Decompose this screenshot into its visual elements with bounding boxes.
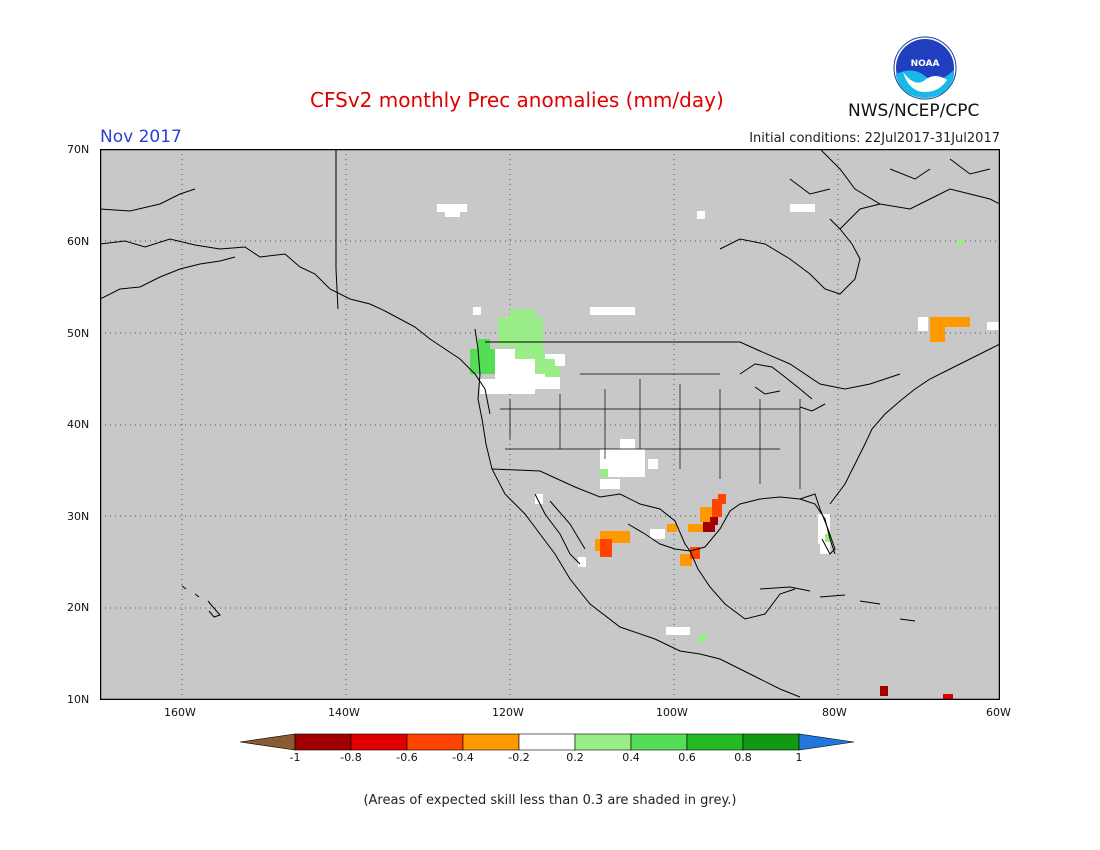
- chart-title: CFSv2 monthly Prec anomalies (mm/day): [310, 88, 724, 112]
- anomaly-cell: [480, 379, 495, 394]
- anomaly-cell: [698, 634, 706, 642]
- map-frame: [100, 149, 1000, 700]
- initial-conditions: Initial conditions: 22Jul2017-31Jul2017: [749, 131, 1000, 146]
- anomaly-cell: [930, 324, 945, 342]
- anomaly-cell: [666, 627, 690, 635]
- anomaly-cell: [445, 211, 460, 217]
- anomaly-cell: [600, 469, 608, 477]
- anomaly-cell: [600, 539, 612, 557]
- lat-label-30n: 30N: [67, 510, 90, 523]
- colorbar-segment: [518, 733, 576, 751]
- anomaly-cell: [958, 239, 964, 245]
- anomaly-cell: [578, 557, 586, 567]
- anomaly-cell: [987, 322, 999, 330]
- lon-label-60w: 60W: [986, 706, 1011, 719]
- colorbar: [240, 733, 855, 751]
- colorbar-segment: [574, 733, 632, 751]
- colorbar-segment: [686, 733, 744, 751]
- anomaly-cell: [620, 439, 635, 451]
- colorbar-tick-label: -1: [289, 751, 301, 764]
- anomaly-cell: [690, 547, 700, 559]
- anomaly-cells: [437, 204, 999, 700]
- lon-label-100w: 100W: [656, 706, 688, 719]
- anomaly-cell: [648, 459, 658, 469]
- anomaly-cell: [710, 517, 718, 525]
- anomaly-cell: [718, 494, 726, 504]
- anomaly-cell: [918, 317, 928, 331]
- colorbar-tick-label: -0.6: [396, 751, 418, 764]
- month-label: Nov 2017: [100, 127, 182, 147]
- skill-footnote: (Areas of expected skill less than 0.3 a…: [363, 793, 737, 808]
- anomaly-cell: [688, 524, 708, 532]
- lat-label-50n: 50N: [67, 327, 90, 340]
- anomaly-cell: [790, 204, 815, 212]
- anomaly-cell: [825, 534, 833, 542]
- logo-text: NOAA: [911, 59, 940, 69]
- colorbar-tick-label: -0.2: [508, 751, 530, 764]
- lat-label-20n: 20N: [67, 601, 90, 614]
- anomaly-cell: [943, 694, 953, 700]
- anomaly-cell: [470, 349, 495, 374]
- colorbar-tick-label: -0.4: [452, 751, 474, 764]
- anomaly-cell: [545, 367, 560, 377]
- colorbar-segment: [742, 733, 800, 751]
- anomaly-cell: [478, 339, 490, 351]
- organization-label: NWS/NCEP/CPC: [848, 101, 980, 121]
- lat-label-40n: 40N: [67, 418, 90, 431]
- anomaly-cell: [880, 686, 888, 696]
- anomaly-cell: [667, 524, 677, 532]
- state-boundaries: [500, 373, 801, 489]
- colorbar-tick-label: 0.2: [566, 751, 584, 764]
- anomaly-cell: [930, 317, 970, 327]
- coastlines-and-borders: [100, 149, 1000, 698]
- noaa-logo-icon: NOAA: [893, 36, 957, 100]
- anomaly-cell: [703, 522, 715, 532]
- lon-label-160w: 160W: [164, 706, 196, 719]
- colorbar-tick-label: 1: [795, 751, 803, 764]
- anomaly-cell: [515, 347, 545, 359]
- anomaly-cell: [473, 307, 481, 315]
- lat-label-10n: 10N: [67, 693, 90, 706]
- colorbar-segment: [350, 733, 408, 751]
- anomaly-cell: [697, 211, 705, 219]
- lat-label-60n: 60N: [67, 235, 90, 248]
- colorbar-segment: [406, 733, 464, 751]
- anomaly-cell: [535, 494, 543, 504]
- anomaly-cell: [650, 529, 665, 539]
- colorbar-segment: [294, 733, 352, 751]
- precip-anomaly-map: [100, 149, 1000, 700]
- colorbar-segment: [462, 733, 520, 751]
- lon-label-140w: 140W: [328, 706, 360, 719]
- lon-label-120w: 120W: [492, 706, 524, 719]
- colorbar-tick-label: 0.6: [678, 751, 696, 764]
- anomaly-cell: [437, 204, 467, 212]
- anomaly-cell: [600, 479, 620, 489]
- colorbar-arrow-low: [240, 733, 296, 751]
- colorbar-arrow-high: [798, 733, 855, 751]
- anomaly-cell: [680, 554, 692, 566]
- lon-label-80w: 80W: [822, 706, 847, 719]
- anomaly-cell: [590, 307, 635, 315]
- colorbar-tick-label: 0.4: [622, 751, 640, 764]
- anomaly-cell: [820, 544, 830, 554]
- anomaly-cell: [700, 507, 712, 522]
- colorbar-segment: [630, 733, 688, 751]
- anomaly-cell: [510, 309, 535, 321]
- colorbar-tick-label: 0.8: [734, 751, 752, 764]
- anomaly-cell: [712, 499, 722, 517]
- lat-label-70n: 70N: [67, 143, 90, 156]
- colorbar-tick-label: -0.8: [340, 751, 362, 764]
